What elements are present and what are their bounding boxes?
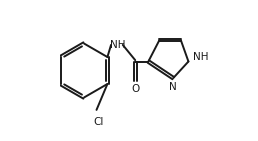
Text: O: O	[131, 84, 139, 94]
Text: NH: NH	[192, 52, 208, 62]
Text: N: N	[169, 82, 177, 92]
Text: Cl: Cl	[93, 117, 104, 127]
Text: NH: NH	[109, 40, 125, 50]
